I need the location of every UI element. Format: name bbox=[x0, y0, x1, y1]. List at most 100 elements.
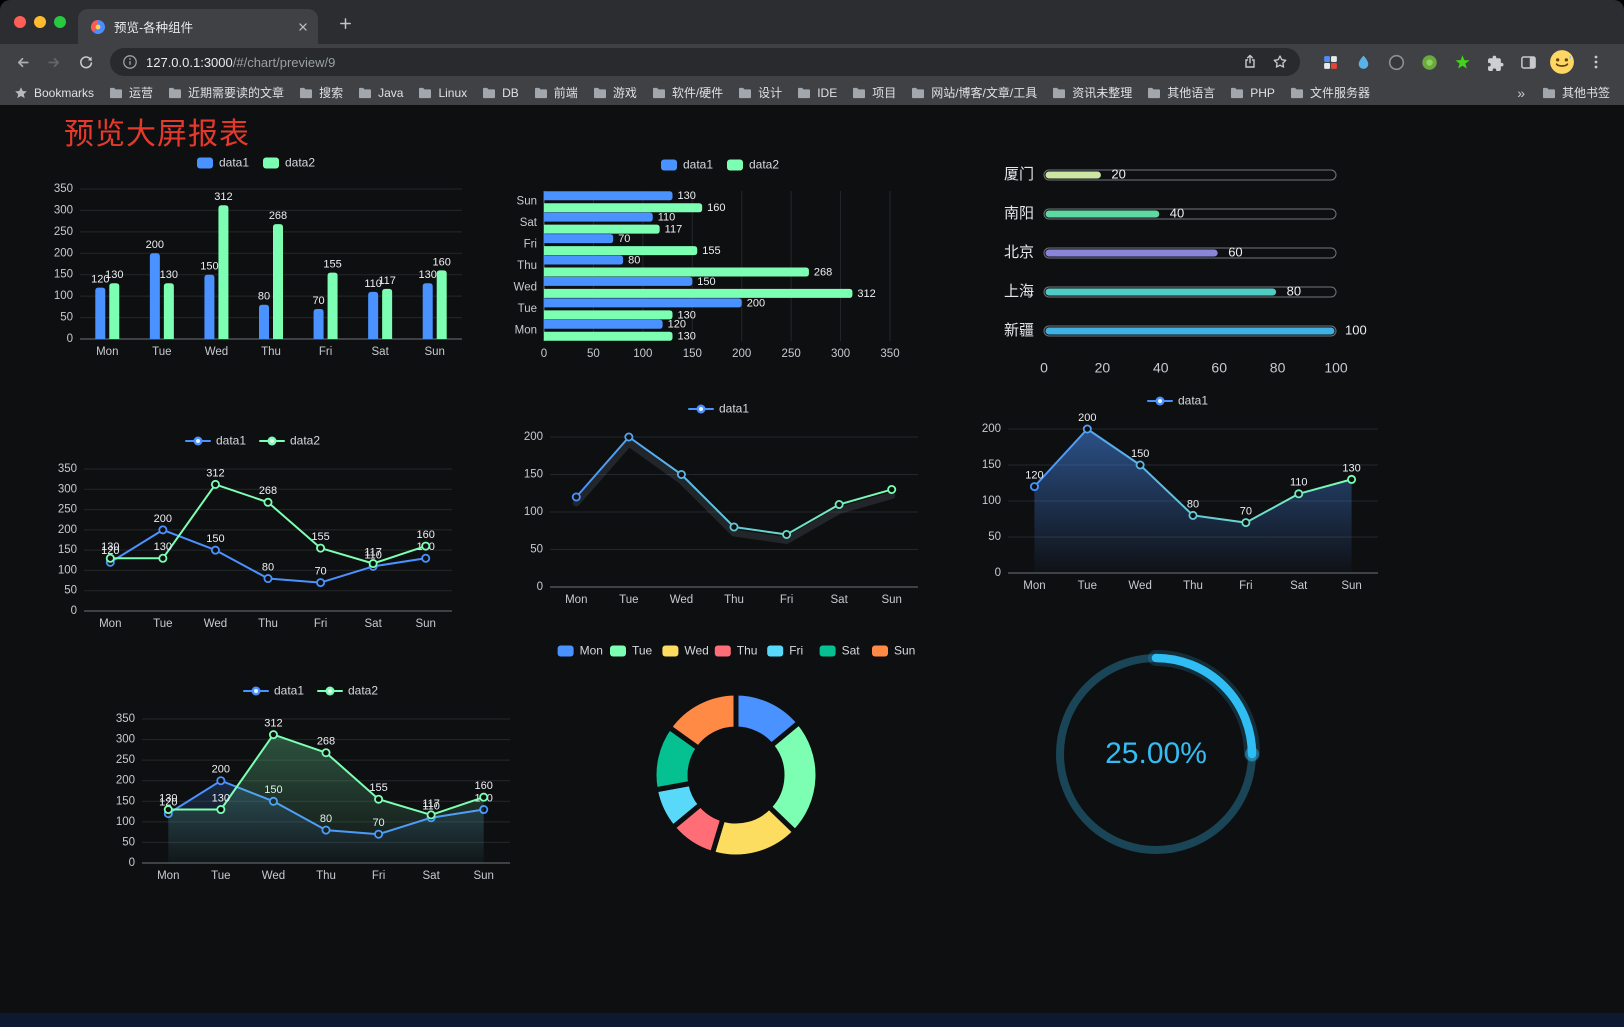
svg-text:160: 160 bbox=[417, 529, 435, 541]
url-host: 127.0.0.1:3000 bbox=[146, 54, 233, 70]
bookmark-folder[interactable]: 前端 bbox=[534, 84, 578, 101]
svg-text:130: 130 bbox=[101, 541, 119, 553]
extension-dark-ring-icon[interactable] bbox=[1384, 50, 1408, 74]
svg-text:350: 350 bbox=[116, 713, 135, 725]
svg-text:40: 40 bbox=[1170, 205, 1184, 220]
svg-text:117: 117 bbox=[364, 546, 382, 558]
extension-green-star-icon[interactable] bbox=[1450, 50, 1474, 74]
bookmarks-root-button[interactable]: Bookmarks bbox=[14, 86, 94, 100]
bookmark-label: 软件/硬件 bbox=[671, 86, 724, 100]
svg-text:0: 0 bbox=[1040, 360, 1048, 376]
svg-text:300: 300 bbox=[831, 348, 850, 360]
svg-text:80: 80 bbox=[628, 254, 640, 266]
bookmark-folder[interactable]: 软件/硬件 bbox=[652, 84, 723, 101]
bookmark-folder[interactable]: 近期需要读的文章 bbox=[168, 84, 284, 101]
extension-green-circle-icon[interactable] bbox=[1417, 50, 1441, 74]
chart-capsule-progress[interactable]: 厦门 20 南阳 40 北京 60 上海 80 新疆 100 0 20 40 60 80 100 bbox=[972, 151, 1398, 401]
svg-text:厦门: 厦门 bbox=[1004, 166, 1034, 183]
bookmark-folder[interactable]: 设计 bbox=[738, 84, 782, 101]
svg-text:Mon: Mon bbox=[515, 324, 537, 336]
bookmark-folder[interactable]: Java bbox=[358, 86, 403, 100]
traffic-light-zoom-button[interactable] bbox=[54, 16, 66, 28]
svg-text:100: 100 bbox=[1324, 360, 1348, 376]
chart-grouped-bar-vertical[interactable]: data1 data2 0 50 100 150 200 250 300 350 Mon Tue Wed… bbox=[42, 147, 474, 379]
svg-text:Wed: Wed bbox=[205, 346, 228, 358]
svg-text:Thu: Thu bbox=[258, 618, 278, 630]
back-button[interactable] bbox=[8, 48, 36, 76]
tab-close-button[interactable] bbox=[296, 20, 310, 34]
svg-text:70: 70 bbox=[314, 566, 326, 578]
svg-text:20: 20 bbox=[1095, 360, 1111, 376]
svg-text:新疆: 新疆 bbox=[1004, 322, 1034, 339]
svg-text:312: 312 bbox=[857, 288, 875, 300]
traffic-light-minimize-button[interactable] bbox=[34, 16, 46, 28]
chart-gauge[interactable]: 25.00% bbox=[1044, 642, 1268, 866]
svg-text:110: 110 bbox=[364, 549, 382, 561]
bookmarks-overflow-button[interactable]: » bbox=[1517, 84, 1525, 101]
bookmark-folder[interactable]: IDE bbox=[797, 86, 837, 100]
svg-text:25.00%: 25.00% bbox=[1105, 737, 1207, 770]
bookmark-folder[interactable]: 其他语言 bbox=[1147, 84, 1215, 101]
bookmark-folder[interactable]: Linux bbox=[418, 86, 467, 100]
folder-icon bbox=[798, 87, 811, 98]
svg-text:Mon: Mon bbox=[96, 346, 118, 358]
bookmark-folder[interactable]: 文件服务器 bbox=[1290, 84, 1370, 101]
svg-text:Wed: Wed bbox=[204, 618, 227, 630]
bookmark-folder[interactable]: 游戏 bbox=[593, 84, 637, 101]
bookmark-label: DB bbox=[502, 85, 519, 100]
bookmark-label: 搜索 bbox=[319, 86, 344, 100]
tab-strip: 预览-各种组件 bbox=[0, 0, 1624, 44]
bookmark-label: PHP bbox=[1250, 85, 1275, 100]
forward-button[interactable] bbox=[40, 48, 68, 76]
svg-text:data2: data2 bbox=[285, 156, 315, 170]
svg-text:117: 117 bbox=[422, 798, 440, 810]
bookmark-folder[interactable]: 网站/博客/文章/工具 bbox=[911, 84, 1037, 101]
bookmark-folder[interactable]: DB bbox=[482, 86, 519, 100]
svg-text:300: 300 bbox=[54, 204, 73, 216]
site-info-icon[interactable] bbox=[122, 54, 138, 70]
browser-tab[interactable]: 预览-各种组件 bbox=[78, 9, 318, 44]
traffic-light-close-button[interactable] bbox=[14, 16, 26, 28]
svg-text:130: 130 bbox=[678, 190, 696, 202]
svg-text:130: 130 bbox=[419, 269, 437, 281]
browser-menu-button[interactable] bbox=[1584, 50, 1608, 74]
bookmark-folder[interactable]: 资讯未整理 bbox=[1052, 84, 1132, 101]
folder-icon bbox=[912, 87, 925, 98]
svg-text:Fri: Fri bbox=[319, 346, 332, 358]
bookmark-folder[interactable]: 运营 bbox=[109, 84, 153, 101]
share-button[interactable] bbox=[1242, 54, 1258, 70]
bookmark-folder[interactable]: 项目 bbox=[852, 84, 896, 101]
side-panel-icon[interactable] bbox=[1516, 50, 1540, 74]
chart-line-two-series-area[interactable]: data1 data2 0 50 100 150 200 250 300 350 Mon Tue Wed… bbox=[100, 675, 526, 897]
folder-icon bbox=[169, 87, 182, 98]
reload-button[interactable] bbox=[72, 48, 100, 76]
chart-line-two-series[interactable]: data1 data2 0 50 100 150 200 250 300 350 Mon Tue Wed… bbox=[42, 425, 468, 645]
chart-donut[interactable]: Mon Tue Wed Thu Fri Sat Sun bbox=[550, 633, 922, 883]
chart-line-area[interactable]: data1 0 50 100 150 200 Mon Tue Wed Thu Fri Sat Sun 12… bbox=[966, 385, 1394, 607]
extension-grid-icon[interactable] bbox=[1318, 50, 1342, 74]
chart-grouped-bar-horizontal[interactable]: data1 data2 0 50 100 150 200 250 300 350 Mon Tue Wed… bbox=[508, 149, 936, 381]
folder-icon bbox=[853, 87, 866, 98]
bookmark-folder[interactable]: 搜索 bbox=[299, 84, 343, 101]
svg-text:70: 70 bbox=[312, 295, 324, 307]
folder-icon bbox=[483, 87, 496, 98]
bookmark-label: 前端 bbox=[553, 86, 578, 100]
svg-text:50: 50 bbox=[64, 585, 77, 597]
bookmark-label: Linux bbox=[438, 85, 468, 100]
chart-line-gradient[interactable]: data1 0 50 100 150 200 Mon Tue Wed Thu Fri Sat Sun bbox=[508, 393, 934, 621]
bookmark-folder[interactable]: PHP bbox=[1230, 86, 1275, 100]
other-bookmarks-button[interactable]: 其他书签 bbox=[1542, 84, 1610, 101]
bookmark-star-button[interactable] bbox=[1272, 54, 1288, 70]
svg-text:70: 70 bbox=[618, 233, 630, 245]
bookmark-label: 其他语言 bbox=[1167, 86, 1216, 100]
svg-text:160: 160 bbox=[475, 780, 493, 792]
address-bar[interactable]: 127.0.0.1:3000/#/chart/preview/9 bbox=[110, 48, 1300, 76]
svg-text:312: 312 bbox=[264, 718, 282, 730]
profile-avatar[interactable] bbox=[1549, 49, 1575, 75]
new-tab-button[interactable] bbox=[334, 12, 356, 34]
url-text: 127.0.0.1:3000/#/chart/preview/9 bbox=[146, 55, 1234, 70]
extension-drop-icon[interactable] bbox=[1351, 50, 1375, 74]
extensions-puzzle-icon[interactable] bbox=[1483, 50, 1507, 74]
svg-text:155: 155 bbox=[311, 531, 329, 543]
svg-text:130: 130 bbox=[159, 792, 177, 804]
